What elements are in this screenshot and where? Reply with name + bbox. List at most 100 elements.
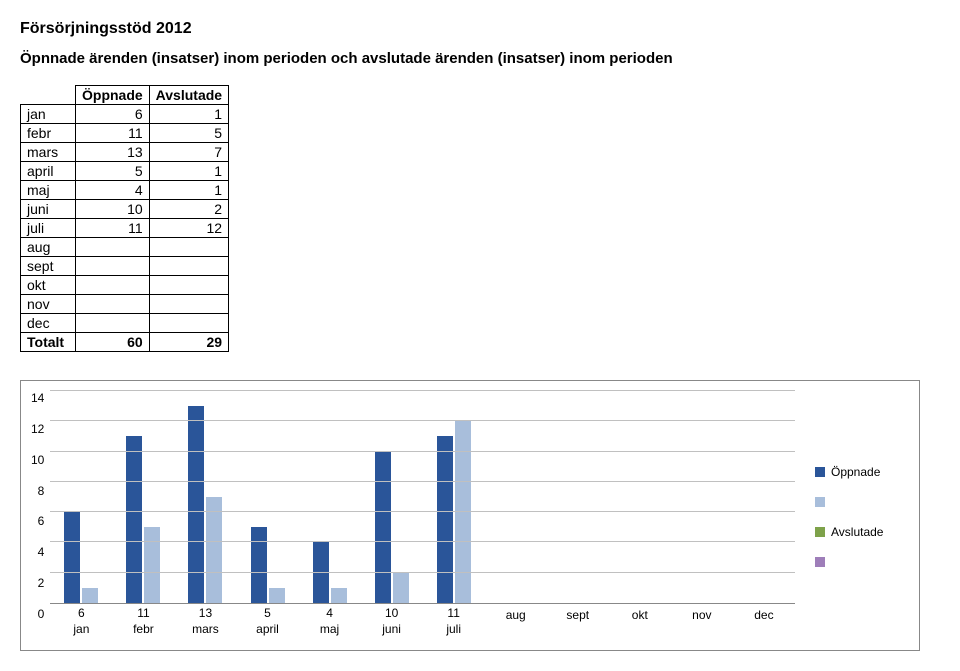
grid-line [50,572,795,573]
x-tick: aug [485,604,547,640]
bar [144,527,160,603]
x-category-label: juli [446,622,461,636]
cell-opened [76,295,150,314]
y-tick: 14 [31,391,44,405]
y-tick: 8 [38,484,45,498]
x-tick: 5 april [237,604,299,640]
bar [313,542,329,603]
bar [375,452,391,603]
x-category-label: mars [192,622,219,636]
col-header-opened: Öppnade [76,86,150,105]
bar [206,497,222,603]
row-label: jan [21,105,76,124]
row-label: nov [21,295,76,314]
row-label: maj [21,181,76,200]
x-category-label: juni [382,622,401,636]
cell-opened: 10 [76,200,150,219]
cell-opened [76,257,150,276]
grid-line [50,420,795,421]
x-category-label: jan [73,622,89,636]
y-tick: 2 [38,576,45,590]
legend: Öppnade Avslutade [795,391,905,640]
bar [82,588,98,603]
page-subtitle: Öpnnade ärenden (insatser) inom perioden… [20,50,940,67]
bar [126,436,142,603]
legend-swatch [815,557,825,567]
cell-closed [149,238,228,257]
x-category-label: nov [692,608,711,622]
x-tick: 11 febr [112,604,174,640]
plot-area [50,391,795,604]
bar [269,588,285,603]
x-category-label: dec [754,608,773,622]
x-value-label: 6 [78,606,85,620]
x-category-label: febr [133,622,154,636]
x-tick: okt [609,604,671,640]
row-label: dec [21,314,76,333]
x-value-label: 5 [264,606,271,620]
cell-closed [149,257,228,276]
legend-item: Avslutade [815,525,905,539]
chart: 14121086420 6jan11febr13mars5april4maj10… [20,380,920,651]
row-label: febr [21,124,76,143]
legend-label: Avslutade [831,525,883,539]
x-category-label: april [256,622,279,636]
cell-opened [76,238,150,257]
y-tick: 10 [31,453,44,467]
x-tick: sept [547,604,609,640]
cell-closed [149,314,228,333]
x-value-label: 11 [137,606,149,620]
cell-opened [76,314,150,333]
cell-closed: 1 [149,181,228,200]
cell-closed [149,276,228,295]
cell-opened: 11 [76,124,150,143]
cell-opened: 6 [76,105,150,124]
grid-line [50,481,795,482]
row-label: juni [21,200,76,219]
cell-closed: 1 [149,162,228,181]
cell-closed: 1 [149,105,228,124]
x-value-label: 13 [199,606,212,620]
row-label: sept [21,257,76,276]
x-tick: nov [671,604,733,640]
cell-opened: 13 [76,143,150,162]
bar [188,406,204,603]
y-tick: 6 [38,514,45,528]
x-category-label: sept [566,608,589,622]
y-axis: 14121086420 [31,391,50,639]
legend-swatch [815,497,825,507]
x-tick: 13 mars [174,604,236,640]
legend-swatch [815,527,825,537]
legend-label: Öppnade [831,465,880,479]
bar [331,588,347,603]
legend-swatch [815,467,825,477]
x-category-label: maj [320,622,339,636]
cell-closed: 12 [149,219,228,238]
x-category-label: aug [506,608,526,622]
x-tick: 4maj [299,604,361,640]
bar [64,512,80,603]
grid-line [50,511,795,512]
total-closed: 29 [149,333,228,352]
bar [437,436,453,603]
x-value-label: 10 [385,606,398,620]
y-tick: 4 [38,545,45,559]
row-label: aug [21,238,76,257]
legend-item: Öppnade [815,465,905,479]
cell-opened: 5 [76,162,150,181]
x-axis: 6 jan 11 febr 13 mars 5 april 4maj 10 juni 11 juli au… [50,604,795,640]
legend-item [815,557,905,567]
x-value-label: 11 [447,606,459,620]
x-tick: dec [733,604,795,640]
total-label: Totalt [21,333,76,352]
y-tick: 12 [31,422,44,436]
cell-closed: 2 [149,200,228,219]
table-corner [21,86,76,105]
col-header-closed: Avslutade [149,86,228,105]
legend-item [815,497,905,507]
x-tick: 6 jan [50,604,112,640]
row-label: april [21,162,76,181]
row-label: juli [21,219,76,238]
grid-line [50,451,795,452]
cell-closed: 7 [149,143,228,162]
